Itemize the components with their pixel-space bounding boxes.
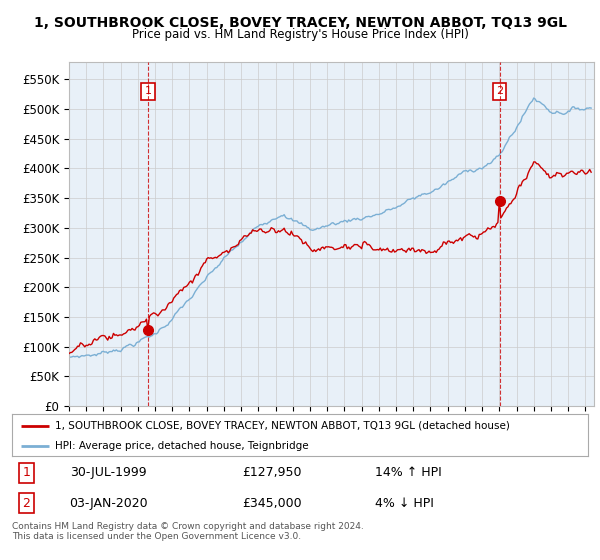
Text: 14% ↑ HPI: 14% ↑ HPI [375, 466, 442, 479]
Text: 1, SOUTHBROOK CLOSE, BOVEY TRACEY, NEWTON ABBOT, TQ13 9GL: 1, SOUTHBROOK CLOSE, BOVEY TRACEY, NEWTO… [34, 16, 566, 30]
Text: 03-JAN-2020: 03-JAN-2020 [70, 497, 148, 510]
Text: HPI: Average price, detached house, Teignbridge: HPI: Average price, detached house, Teig… [55, 441, 309, 451]
Text: 4% ↓ HPI: 4% ↓ HPI [375, 497, 434, 510]
Text: £127,950: £127,950 [242, 466, 302, 479]
Text: Contains HM Land Registry data © Crown copyright and database right 2024.
This d: Contains HM Land Registry data © Crown c… [12, 522, 364, 542]
Text: 1, SOUTHBROOK CLOSE, BOVEY TRACEY, NEWTON ABBOT, TQ13 9GL (detached house): 1, SOUTHBROOK CLOSE, BOVEY TRACEY, NEWTO… [55, 421, 510, 431]
Text: 30-JUL-1999: 30-JUL-1999 [70, 466, 146, 479]
Text: Price paid vs. HM Land Registry's House Price Index (HPI): Price paid vs. HM Land Registry's House … [131, 28, 469, 41]
Text: 1: 1 [145, 86, 151, 96]
Text: 2: 2 [496, 86, 503, 96]
Text: 2: 2 [22, 497, 31, 510]
Text: 1: 1 [22, 466, 31, 479]
Text: £345,000: £345,000 [242, 497, 302, 510]
